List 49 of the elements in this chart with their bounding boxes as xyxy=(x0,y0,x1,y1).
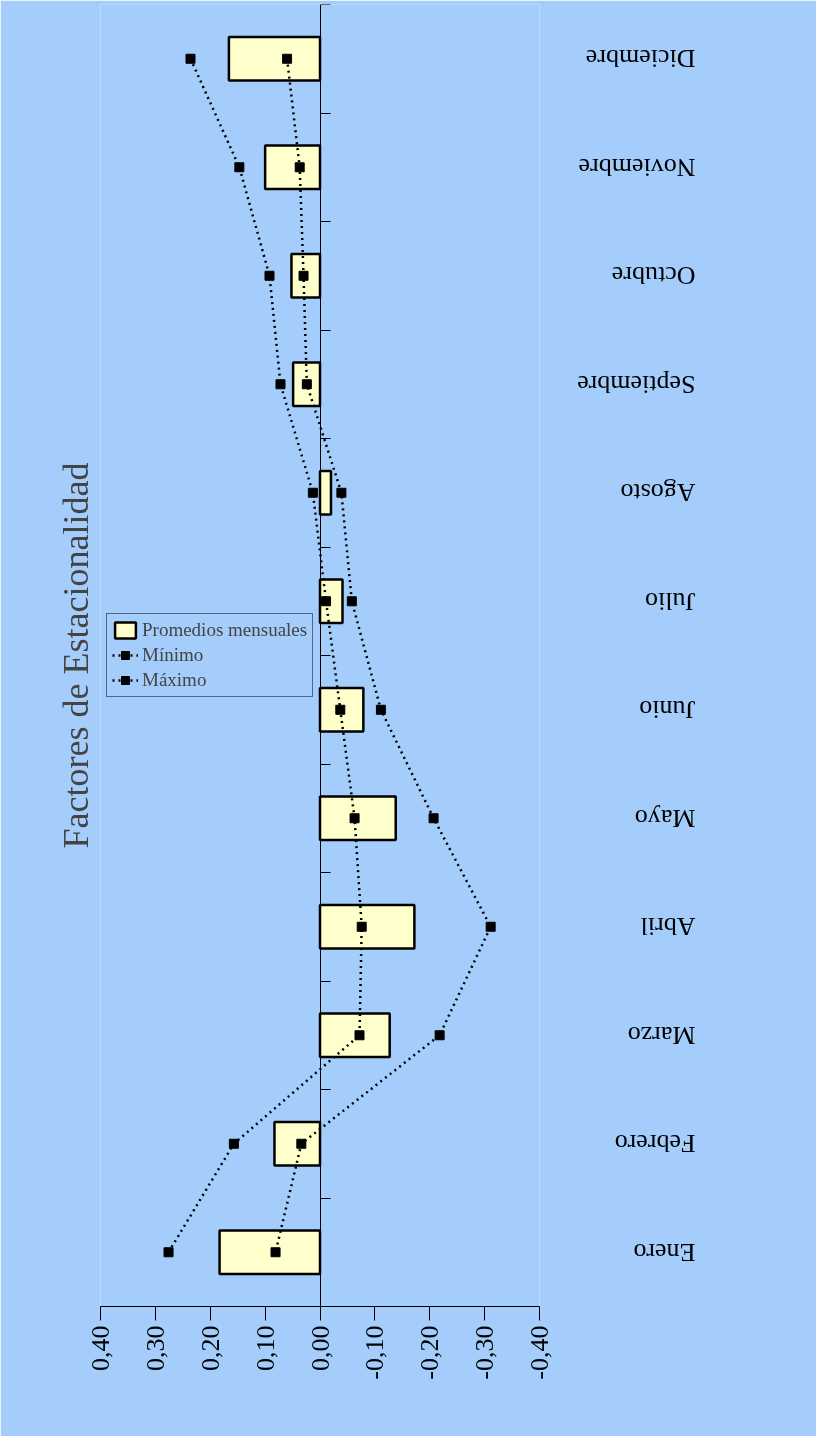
point xyxy=(301,379,312,390)
y-tick-label: Noviembre xyxy=(578,152,696,182)
point xyxy=(336,487,347,498)
point xyxy=(234,162,245,173)
point xyxy=(485,921,496,932)
point xyxy=(270,1247,281,1258)
point xyxy=(275,379,286,390)
text: Factores de Estacionalidad xyxy=(55,462,96,849)
point xyxy=(335,704,346,715)
point xyxy=(354,1030,365,1041)
x-tick-label: -0,20 xyxy=(415,1325,445,1380)
point xyxy=(282,53,293,64)
y-tick-label: Marzo xyxy=(627,1020,696,1050)
point xyxy=(163,1247,174,1258)
x-tick-label: -0,30 xyxy=(470,1325,500,1380)
point xyxy=(356,921,367,932)
legend-label: Mínimo xyxy=(142,644,204,666)
legend-label: Promedios mensuales xyxy=(142,619,308,641)
point xyxy=(307,487,318,498)
point xyxy=(228,1138,239,1149)
point xyxy=(349,813,360,824)
point xyxy=(294,162,305,173)
y-tick-label: Mayo xyxy=(634,803,696,833)
x-tick-label: -0,10 xyxy=(360,1325,390,1380)
y-tick-label: Abril xyxy=(640,912,696,942)
x-tick-label: 0,20 xyxy=(195,1325,225,1371)
y-tick-label: Enero xyxy=(633,1237,696,1267)
x-tick-label: 0,40 xyxy=(86,1325,115,1371)
y-tick-label: Diciembre xyxy=(585,44,696,74)
point xyxy=(375,704,386,715)
x-tick-label: 0,00 xyxy=(305,1325,335,1371)
point xyxy=(296,1138,307,1149)
y-tick-label: Julio xyxy=(644,586,696,616)
x-tick-label: -0,40 xyxy=(525,1325,554,1380)
point xyxy=(434,1030,445,1041)
y-tick-label: Junio xyxy=(639,695,696,725)
y-tick-label: Septiembre xyxy=(577,369,696,399)
point xyxy=(428,813,439,824)
legend-label: Máximo xyxy=(142,669,207,691)
x-tick-label: 0,30 xyxy=(140,1325,170,1371)
point xyxy=(346,596,357,607)
point xyxy=(298,270,309,281)
point xyxy=(264,270,275,281)
y-tick-label: Agosto xyxy=(620,478,696,508)
point xyxy=(185,53,196,64)
y-tick-label: Octubre xyxy=(611,261,696,291)
point xyxy=(321,596,332,607)
x-tick-label: 0,10 xyxy=(250,1325,280,1371)
y-tick-label: Febrero xyxy=(614,1129,696,1159)
